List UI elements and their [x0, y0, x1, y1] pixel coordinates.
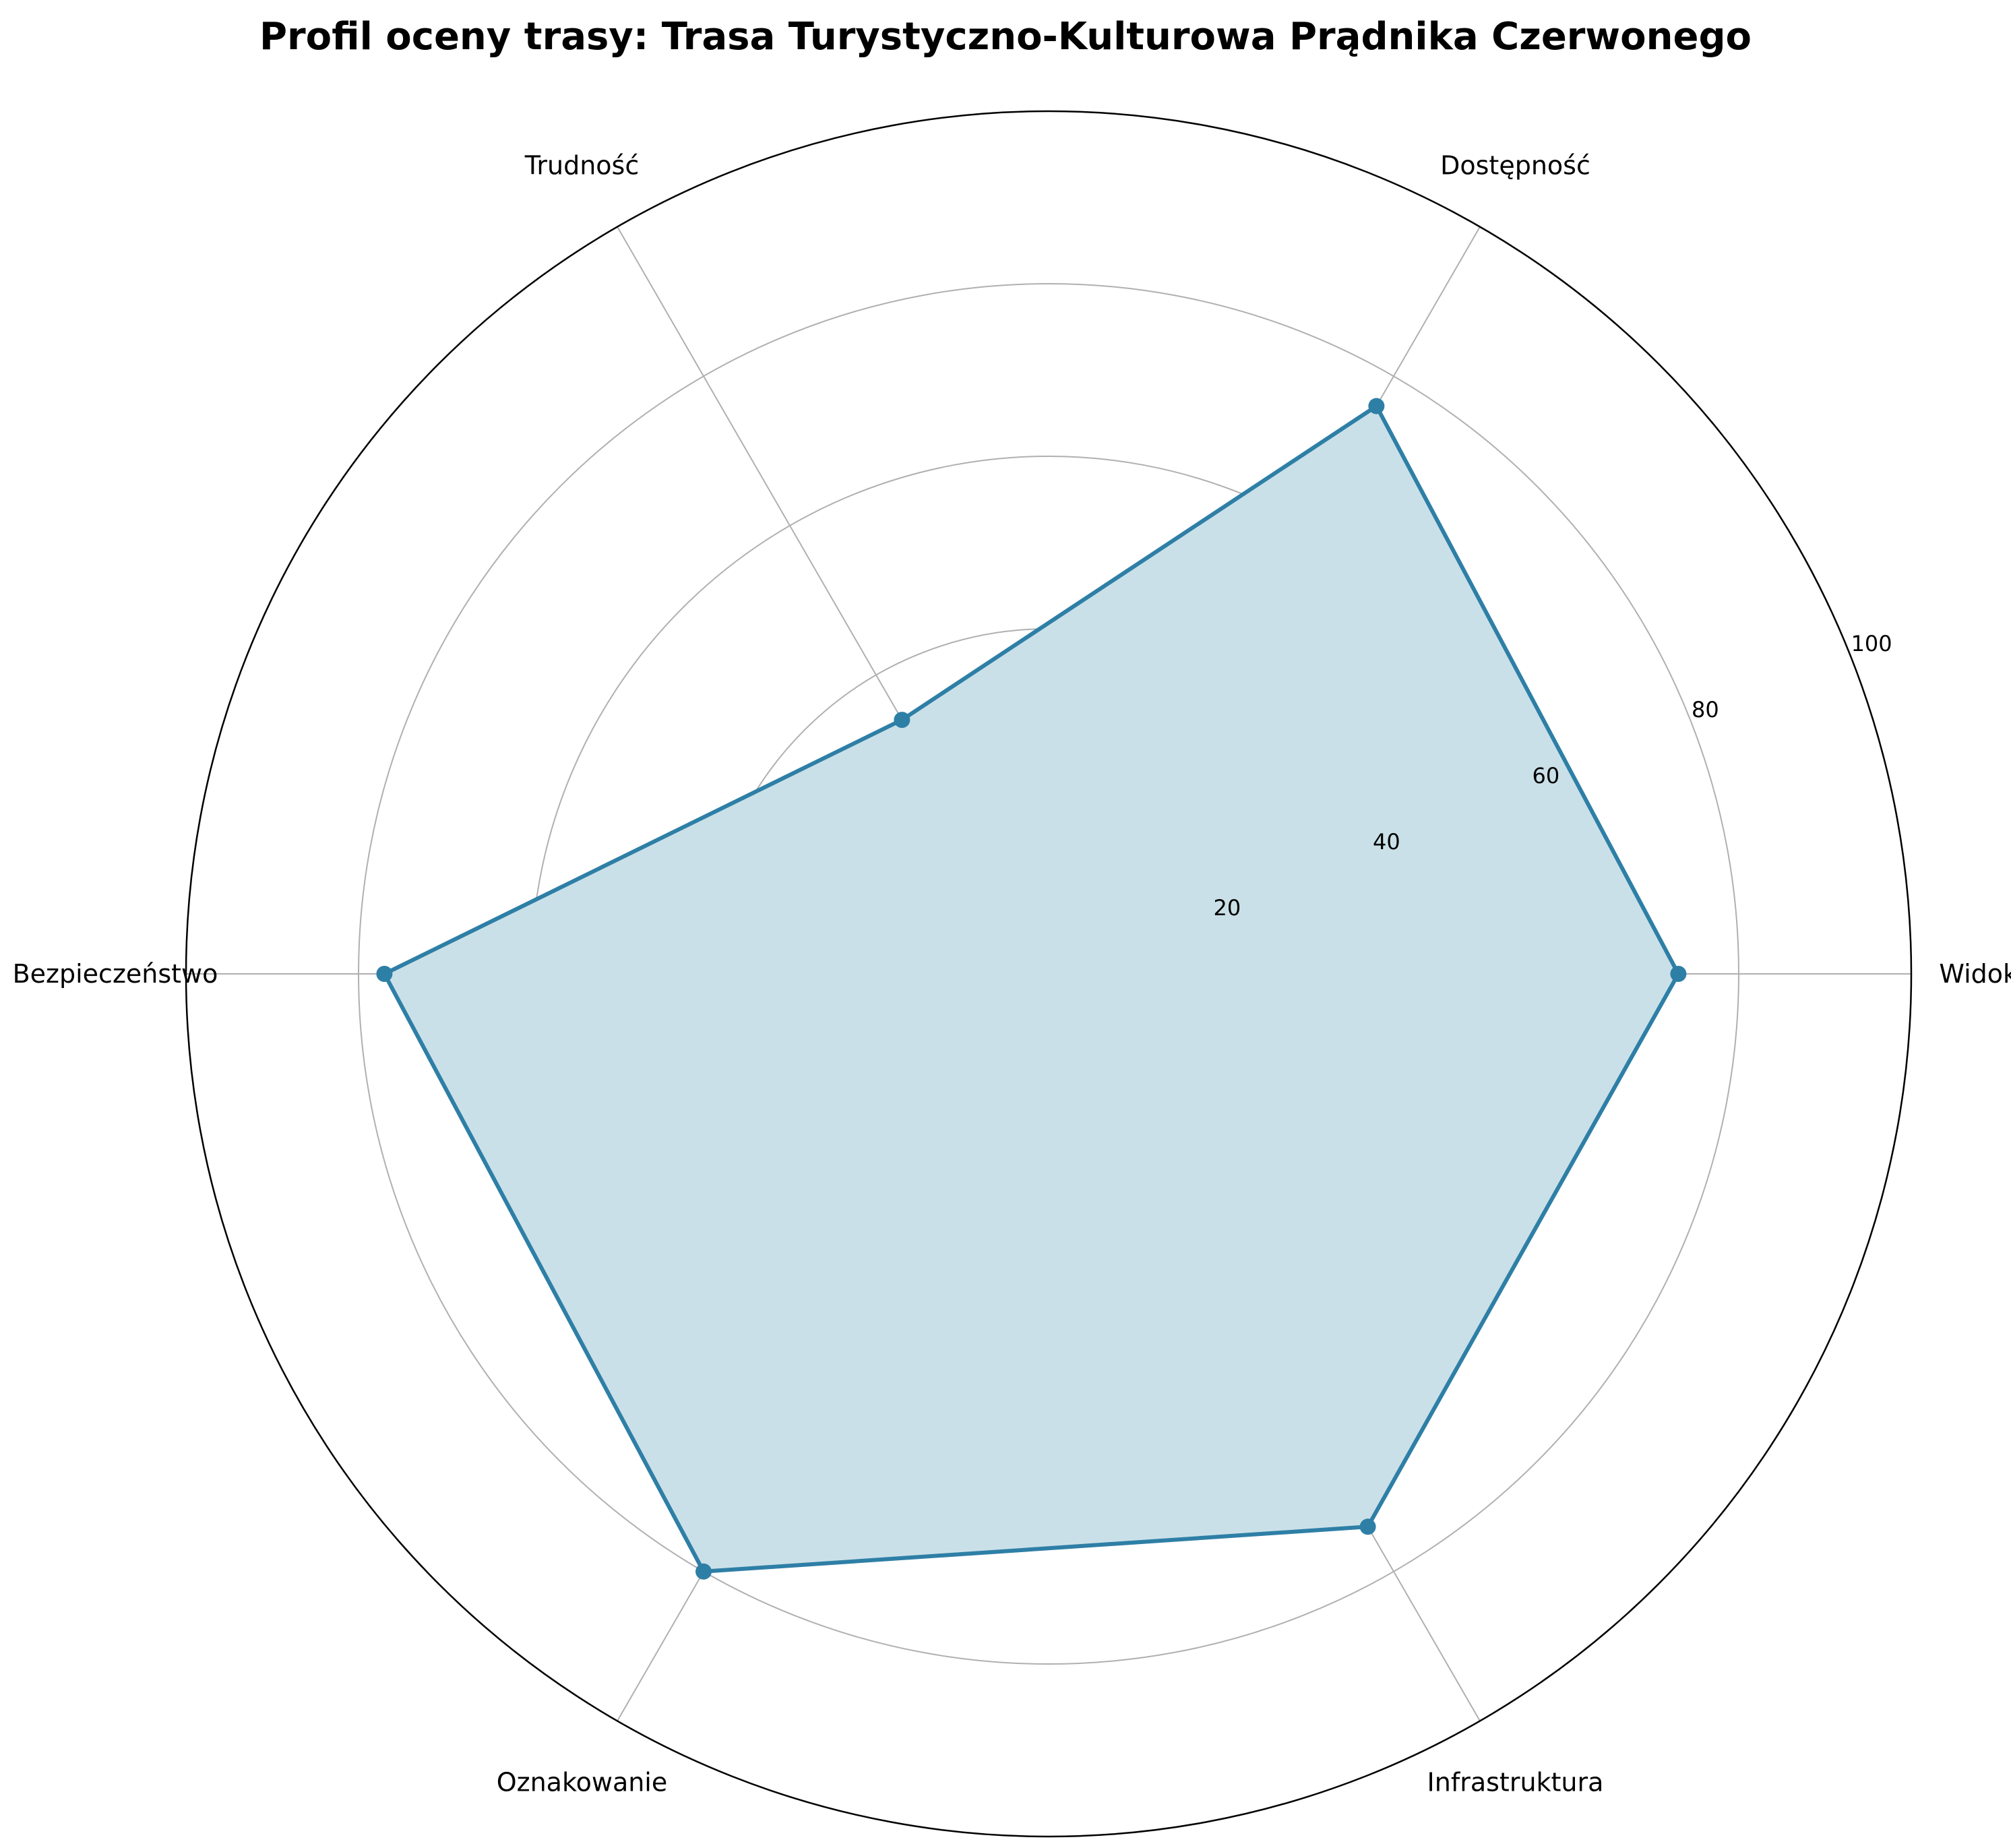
data-layer — [376, 398, 1687, 1580]
category-label: Widoki — [1939, 959, 2011, 989]
category-label: Infrastruktura — [1427, 1767, 1604, 1797]
r-tick-label: 20 — [1214, 895, 1241, 921]
data-point-4 — [695, 1563, 712, 1580]
r-tick-label: 40 — [1373, 829, 1400, 855]
data-point-1 — [1368, 398, 1385, 414]
category-label: Trudność — [524, 151, 639, 181]
label-layer: 20 40 60 80 100 Widoki Dostępność Trudność Bezpi… — [13, 151, 2011, 1797]
r-tick-label: 80 — [1692, 697, 1719, 722]
data-point-5 — [1359, 1518, 1376, 1535]
series-area — [384, 406, 1679, 1572]
data-point-2 — [894, 712, 910, 729]
category-label: Bezpieczeństwo — [13, 959, 218, 989]
r-tick-label: 60 — [1533, 763, 1560, 789]
data-point-0 — [1670, 966, 1687, 982]
category-label: Oznakowanie — [497, 1767, 668, 1797]
chart-title: Profil oceny trasy: Trasa Turystyczno-Ku… — [259, 15, 1752, 59]
r-tick-label: 100 — [1851, 631, 1892, 656]
category-label: Dostępność — [1440, 151, 1590, 181]
outer-frame — [185, 110, 1913, 1838]
data-point-3 — [376, 966, 393, 982]
